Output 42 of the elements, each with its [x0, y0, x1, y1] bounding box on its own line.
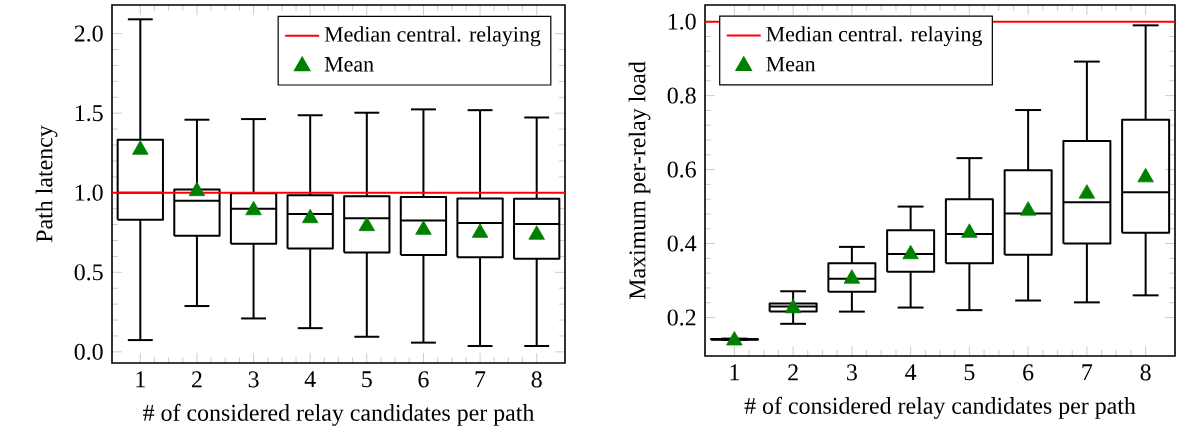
y-tick-label: 0.8 — [667, 87, 696, 104]
y-tick-label: 0.0 — [74, 343, 103, 360]
x-tick-label: 4 — [905, 364, 917, 381]
x-tick-label: 2 — [192, 371, 202, 388]
x-tick-label: 6 — [1023, 364, 1034, 381]
x-tick-label: 5 — [964, 364, 975, 381]
legend-label: Mean — [766, 56, 816, 72]
y-tick-label: 1.0 — [75, 184, 103, 201]
x-tick-label: 7 — [1082, 364, 1093, 381]
x-tick-label: 1 — [136, 371, 145, 388]
point — [188, 181, 206, 197]
y-tick-label: 2.0 — [74, 25, 103, 42]
x-tick-label: 5 — [362, 371, 372, 388]
legend-label: Median central. relaying — [324, 26, 541, 47]
x-tick-label: 3 — [847, 364, 857, 381]
y-axis-title: Path latency — [35, 125, 58, 243]
y-axis-title: Maximum per-relay load — [628, 61, 651, 300]
y-tick-label: 1.0 — [668, 13, 696, 30]
point — [132, 140, 149, 155]
x-tick-label: 7 — [475, 371, 486, 388]
x-axis-title: # of considered relay candidates per path — [143, 403, 535, 426]
point — [1137, 167, 1154, 183]
y-tick-label: 0.2 — [667, 309, 696, 326]
point — [784, 298, 802, 314]
ref-line-label: Median central. relaying — [766, 26, 982, 47]
x-tick-label: 6 — [418, 371, 429, 388]
point — [1019, 201, 1037, 216]
point — [245, 200, 262, 216]
x-tick-label: 8 — [1140, 364, 1151, 381]
legend-label: Mean — [324, 57, 374, 72]
x-tick-label: 2 — [788, 364, 798, 381]
x-tick-label: 8 — [531, 371, 542, 388]
y-tick-label: 1.5 — [75, 105, 103, 122]
x-tick-label: 3 — [248, 371, 259, 388]
y-tick-label: 0.4 — [667, 235, 697, 252]
point — [726, 331, 743, 346]
y-tick-label: 0.6 — [667, 161, 696, 178]
x-tick-label: 4 — [304, 371, 316, 388]
x-axis-title: # of considered relay candidates per path — [744, 396, 1136, 419]
y-tick-label: 0.5 — [74, 264, 103, 281]
x-tick-label: 1 — [730, 364, 739, 381]
point — [1078, 184, 1096, 199]
